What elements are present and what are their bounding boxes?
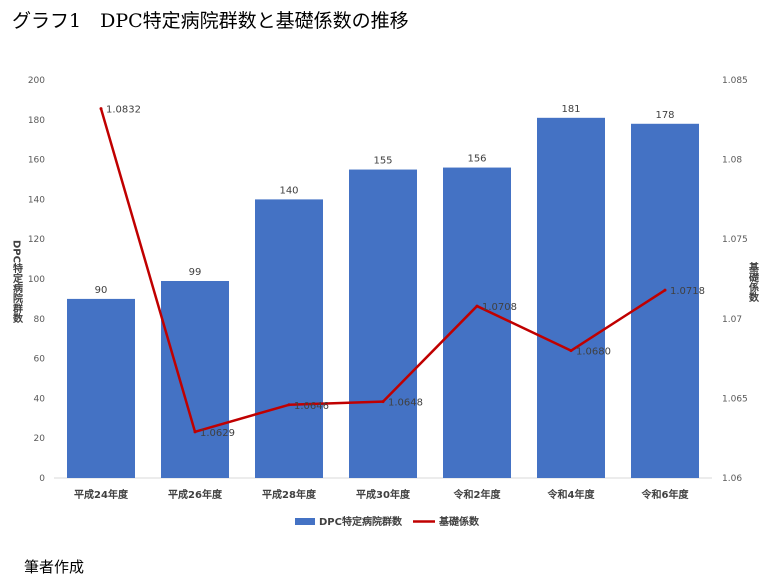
y-tick-label: 100 xyxy=(28,275,45,285)
bar-data-label: 155 xyxy=(373,156,392,167)
y-tick-label: 0 xyxy=(39,474,45,484)
line-data-label: 1.0680 xyxy=(576,347,611,358)
y-tick-label: 200 xyxy=(28,76,45,86)
line-point xyxy=(193,430,197,434)
bar xyxy=(537,117,605,478)
bar-data-label: 99 xyxy=(189,267,202,278)
y-axis-title: DPC特定病院群数 xyxy=(11,240,23,324)
x-tick-label: 令和4年度 xyxy=(547,488,596,501)
x-tick-label: 平成26年度 xyxy=(168,488,223,501)
bar-data-label: 156 xyxy=(467,154,486,165)
line-data-label: 1.0718 xyxy=(670,286,705,297)
bar xyxy=(255,199,323,478)
y2-tick-label: 1.065 xyxy=(722,394,748,404)
line-point xyxy=(381,400,385,404)
bar-data-label: 181 xyxy=(561,104,580,115)
line-point xyxy=(663,288,667,292)
y2-tick-label: 1.085 xyxy=(722,76,748,86)
line-data-label: 1.0646 xyxy=(294,401,329,412)
line-data-label: 1.0708 xyxy=(482,302,517,313)
y-tick-label: 40 xyxy=(34,394,46,404)
y-tick-label: 140 xyxy=(28,195,45,205)
line-point xyxy=(475,304,479,308)
x-tick-label: 平成24年度 xyxy=(74,488,129,501)
y-tick-label: 180 xyxy=(28,116,45,126)
bar-data-label: 90 xyxy=(95,285,108,296)
source-note: 筆者作成 xyxy=(24,558,85,576)
bar xyxy=(161,280,229,478)
bar-data-label: 140 xyxy=(279,185,298,196)
line-point xyxy=(99,107,103,111)
x-tick-label: 令和6年度 xyxy=(641,488,690,501)
y-tick-label: 80 xyxy=(34,315,46,325)
y-tick-label: 160 xyxy=(28,156,45,166)
bar xyxy=(443,167,511,478)
y2-axis-title: 基礎係数 xyxy=(747,261,760,303)
line-point xyxy=(569,349,573,353)
line-data-label: 1.0832 xyxy=(106,105,141,116)
chart-title: グラフ1 DPC特定病院群数と基礎係数の推移 xyxy=(12,10,409,32)
x-tick-label: 令和2年度 xyxy=(453,488,502,501)
y-tick-label: 60 xyxy=(34,355,46,365)
y2-tick-label: 1.07 xyxy=(722,315,742,325)
y2-tick-label: 1.08 xyxy=(722,156,742,166)
bar xyxy=(631,123,699,478)
y-tick-label: 120 xyxy=(28,235,45,245)
line-data-label: 1.0629 xyxy=(200,428,235,439)
y-tick-label: 20 xyxy=(34,434,46,444)
line-data-label: 1.0648 xyxy=(388,398,423,409)
bar-data-label: 178 xyxy=(655,110,674,121)
legend-bar-label: DPC特定病院群数 xyxy=(319,515,403,528)
bar xyxy=(349,169,417,479)
x-tick-label: 平成28年度 xyxy=(262,488,317,501)
y2-tick-label: 1.06 xyxy=(722,474,742,484)
x-tick-label: 平成30年度 xyxy=(356,488,411,501)
y2-tick-label: 1.075 xyxy=(722,235,748,245)
line-point xyxy=(287,403,291,407)
legend-bar-swatch xyxy=(295,518,315,525)
legend-line-label: 基礎係数 xyxy=(438,515,480,528)
bar xyxy=(67,298,135,478)
